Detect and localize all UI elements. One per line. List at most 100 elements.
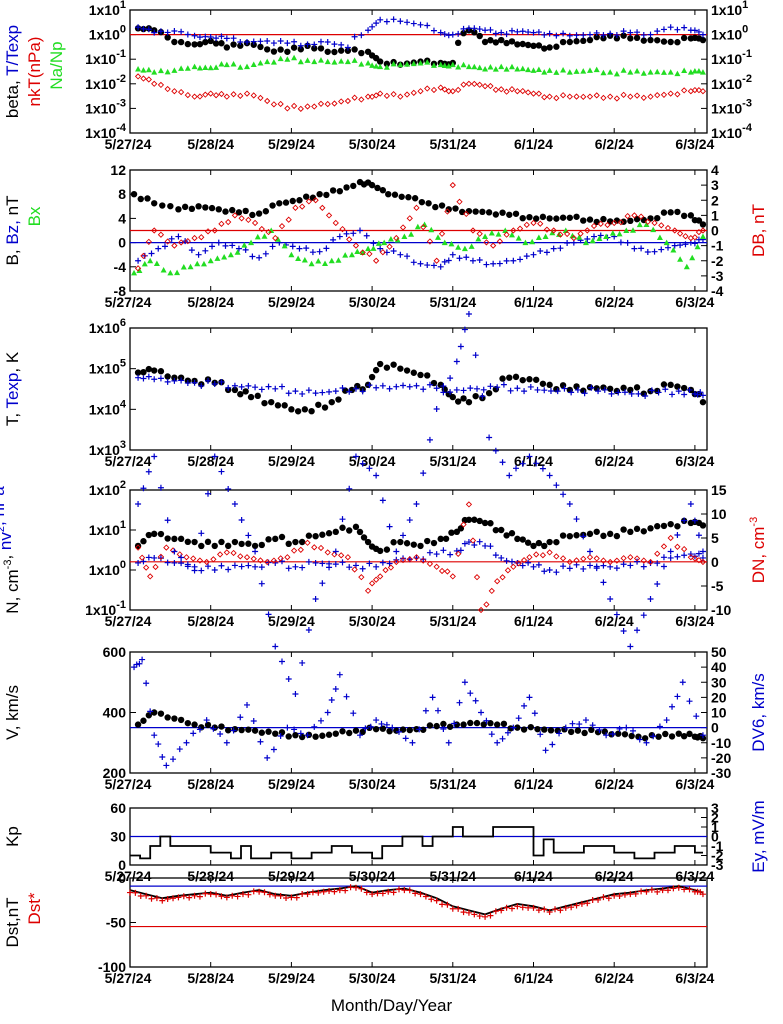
data-point <box>410 89 417 96</box>
data-point <box>593 385 600 392</box>
data-point <box>623 227 630 233</box>
data-point <box>324 58 331 65</box>
data-point <box>414 223 421 230</box>
data-point <box>297 730 304 737</box>
data-point <box>131 269 138 276</box>
data-point <box>168 235 175 242</box>
data-point <box>325 530 333 537</box>
data-point <box>311 544 318 551</box>
data-point <box>157 710 165 717</box>
data-point <box>145 76 152 83</box>
data-point <box>175 206 182 213</box>
data-point <box>164 535 171 542</box>
data-point <box>593 528 600 535</box>
data-point <box>299 203 306 210</box>
data-point <box>476 517 483 525</box>
data-point <box>352 884 359 891</box>
data-point <box>613 611 620 618</box>
data-point <box>562 724 569 731</box>
data-point <box>262 250 269 257</box>
data-point <box>238 726 245 734</box>
data-point <box>230 35 237 42</box>
data-point <box>404 253 411 260</box>
y-tick-label: 1x102 <box>89 479 126 498</box>
data-point <box>480 721 487 728</box>
data-point <box>400 382 407 389</box>
y-tick-label: 1x10-2 <box>711 73 752 92</box>
data-point <box>237 553 244 560</box>
data-point <box>504 729 511 736</box>
data-point <box>145 238 152 245</box>
data-point <box>503 39 510 47</box>
x-tick-label: 6/2/24 <box>595 136 634 152</box>
y-tick-label: 0 <box>711 223 719 239</box>
series-line <box>130 826 703 860</box>
data-point <box>410 60 417 67</box>
data-point <box>196 34 203 41</box>
data-point <box>627 528 634 536</box>
data-point <box>400 555 407 562</box>
data-point <box>647 36 654 44</box>
data-point <box>426 436 433 443</box>
data-point <box>640 563 647 570</box>
data-point <box>140 375 147 382</box>
data-point <box>379 187 387 194</box>
data-point <box>613 95 621 102</box>
data-point <box>647 215 654 222</box>
data-point <box>682 241 689 248</box>
data-point <box>358 32 365 39</box>
data-point <box>524 539 532 546</box>
data-point <box>174 269 181 276</box>
data-point <box>339 559 346 566</box>
data-point <box>537 731 544 738</box>
data-point <box>369 62 376 68</box>
y-tick-label: 50 <box>711 644 727 660</box>
data-point <box>211 453 218 460</box>
data-point <box>238 215 245 222</box>
data-point <box>593 555 600 562</box>
data-point <box>289 243 296 250</box>
data-point <box>134 544 142 551</box>
data-point <box>498 36 505 44</box>
data-point <box>449 181 456 189</box>
data-point <box>153 260 160 266</box>
data-point <box>278 729 286 736</box>
data-point <box>507 387 514 394</box>
data-point <box>553 43 560 50</box>
data-point <box>375 240 382 246</box>
x-tick-label: 5/30/24 <box>349 453 396 469</box>
axis-label: T, Texp, K <box>3 351 22 426</box>
data-point <box>559 532 567 539</box>
data-point <box>181 203 189 211</box>
data-point <box>237 391 244 398</box>
data-point <box>559 38 567 46</box>
data-point <box>573 383 580 390</box>
data-point <box>662 386 669 393</box>
data-point <box>386 385 393 392</box>
data-point <box>566 38 574 46</box>
data-point <box>376 360 384 368</box>
data-point <box>202 33 209 40</box>
data-point <box>420 726 427 733</box>
axis-label: Na/Np <box>47 41 66 89</box>
data-point <box>134 265 142 272</box>
data-point <box>164 85 171 93</box>
data-point <box>274 236 281 242</box>
data-point <box>447 389 454 396</box>
data-point <box>195 251 202 258</box>
data-point <box>342 252 349 258</box>
data-point <box>465 501 473 508</box>
data-point <box>435 707 442 714</box>
data-point <box>607 93 614 100</box>
data-point <box>582 717 589 724</box>
data-point <box>417 891 424 898</box>
y-tick-label: -100 <box>98 959 126 975</box>
y-tick-label: 1x100 <box>711 24 748 43</box>
data-point <box>601 386 608 393</box>
data-point <box>390 60 397 67</box>
data-point <box>564 240 571 247</box>
x-tick-label: 5/31/24 <box>429 294 476 310</box>
x-tick-label: 6/1/24 <box>514 294 553 310</box>
data-point <box>500 381 507 388</box>
data-point <box>393 383 400 390</box>
